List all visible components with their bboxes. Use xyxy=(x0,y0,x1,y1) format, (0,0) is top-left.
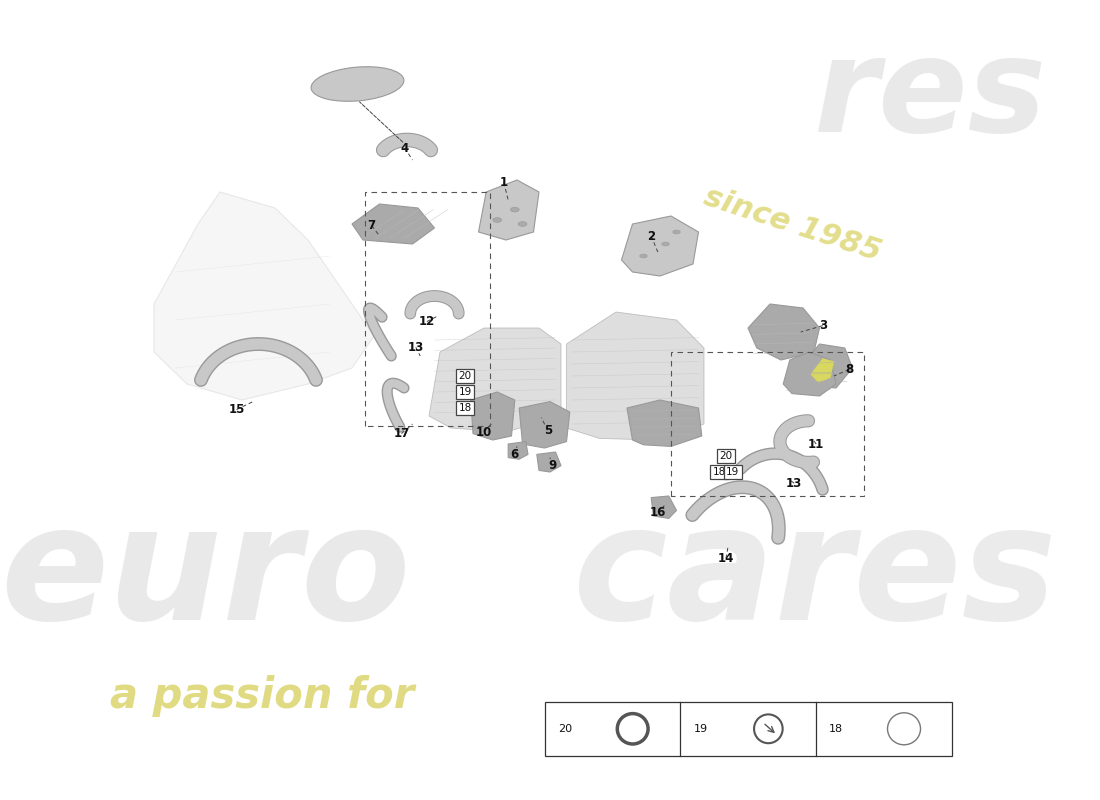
Text: 19: 19 xyxy=(726,467,739,477)
Text: 20: 20 xyxy=(719,451,733,461)
Text: 10: 10 xyxy=(476,426,492,438)
Polygon shape xyxy=(783,352,836,396)
Text: 7: 7 xyxy=(367,219,376,232)
Ellipse shape xyxy=(311,66,404,102)
Polygon shape xyxy=(352,204,434,244)
Polygon shape xyxy=(508,442,528,459)
Text: 18: 18 xyxy=(459,403,472,413)
Text: 18: 18 xyxy=(829,724,844,734)
Text: 18: 18 xyxy=(713,467,726,477)
Polygon shape xyxy=(478,180,539,240)
Polygon shape xyxy=(621,216,698,276)
Polygon shape xyxy=(638,406,680,438)
Ellipse shape xyxy=(518,222,527,226)
Text: 14: 14 xyxy=(718,552,734,565)
Text: 13: 13 xyxy=(408,341,424,354)
Text: 19: 19 xyxy=(459,387,472,397)
Polygon shape xyxy=(537,452,561,472)
Polygon shape xyxy=(651,496,676,518)
Polygon shape xyxy=(154,192,374,400)
Text: 17: 17 xyxy=(394,427,409,440)
Text: 3: 3 xyxy=(818,319,827,332)
Ellipse shape xyxy=(661,242,669,246)
Text: 2: 2 xyxy=(647,230,656,242)
Text: 6: 6 xyxy=(510,448,519,461)
Polygon shape xyxy=(429,328,561,432)
Text: cares: cares xyxy=(572,498,1057,654)
Text: 15: 15 xyxy=(229,403,244,416)
Text: 16: 16 xyxy=(650,506,666,518)
Ellipse shape xyxy=(672,230,680,234)
Text: res: res xyxy=(814,33,1047,159)
Polygon shape xyxy=(627,400,702,446)
Text: 11: 11 xyxy=(808,438,824,450)
Polygon shape xyxy=(566,312,704,440)
Text: since 1985: since 1985 xyxy=(700,182,884,266)
Ellipse shape xyxy=(640,254,647,258)
Text: 20: 20 xyxy=(558,724,572,734)
Text: 12: 12 xyxy=(419,315,435,328)
Ellipse shape xyxy=(493,218,502,222)
Text: 5: 5 xyxy=(543,424,552,437)
Text: 1: 1 xyxy=(499,176,508,189)
Polygon shape xyxy=(748,304,820,360)
Text: 4: 4 xyxy=(400,142,409,154)
Text: 20: 20 xyxy=(459,371,472,381)
Text: euro: euro xyxy=(0,498,410,654)
Bar xyxy=(544,702,952,756)
Polygon shape xyxy=(519,402,570,448)
Text: 9: 9 xyxy=(548,459,557,472)
Text: 13: 13 xyxy=(786,477,802,490)
Text: 19: 19 xyxy=(693,724,707,734)
Text: 8: 8 xyxy=(845,363,854,376)
Polygon shape xyxy=(803,344,852,388)
Polygon shape xyxy=(811,358,834,382)
Text: a passion for: a passion for xyxy=(110,675,415,717)
Polygon shape xyxy=(471,392,515,440)
Ellipse shape xyxy=(510,207,519,212)
